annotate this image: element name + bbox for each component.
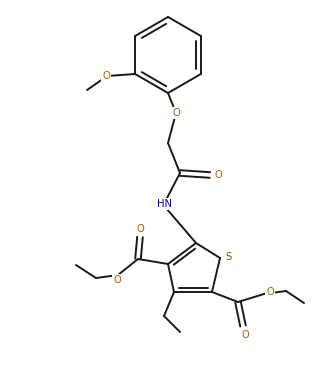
- Text: O: O: [113, 275, 121, 285]
- Text: O: O: [266, 287, 274, 297]
- Text: S: S: [226, 252, 232, 262]
- Text: O: O: [241, 330, 249, 340]
- Text: O: O: [214, 170, 222, 180]
- Text: O: O: [102, 71, 110, 81]
- Text: HN: HN: [156, 199, 171, 209]
- Text: O: O: [136, 224, 144, 234]
- Text: O: O: [172, 108, 180, 118]
